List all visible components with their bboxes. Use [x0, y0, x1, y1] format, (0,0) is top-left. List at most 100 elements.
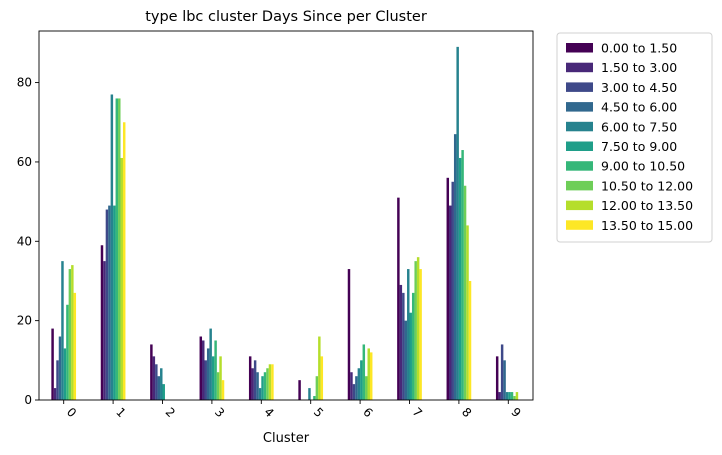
- plot-frame: [38, 30, 534, 401]
- bar-cluster-7-series-5: [409, 312, 412, 400]
- bar-cluster-2-series-4: [160, 368, 163, 400]
- bar-cluster-2-series-0: [150, 344, 153, 400]
- bar-cluster-8-series-7: [463, 185, 467, 400]
- bars: [51, 46, 519, 401]
- legend-swatch: [566, 200, 593, 211]
- bar-cluster-4-series-7: [266, 368, 269, 400]
- bar-cluster-7-series-1: [399, 284, 403, 400]
- bar-cluster-3-series-7: [216, 372, 220, 400]
- bar-cluster-4-series-0: [248, 356, 252, 400]
- x-tick-label: 6: [360, 405, 375, 420]
- bar-cluster-1-series-1: [103, 261, 106, 400]
- bar-cluster-6-series-5: [360, 360, 363, 400]
- bar-cluster-7-series-3: [404, 320, 408, 400]
- bar-cluster-9-series-4: [505, 392, 509, 400]
- chart-title: type lbc cluster Days Since per Cluster: [145, 9, 427, 25]
- bar-cluster-1-series-9: [122, 122, 126, 401]
- bar-cluster-8-series-0: [446, 177, 450, 400]
- legend-swatch: [566, 102, 593, 112]
- x-tick-label: 7: [410, 405, 425, 420]
- x-tick-label: 1: [113, 405, 128, 420]
- bar-cluster-2-series-2: [155, 364, 158, 400]
- bar-cluster-7-series-4: [407, 269, 410, 400]
- bar-cluster-4-series-1: [251, 368, 254, 400]
- bar-cluster-6-series-9: [369, 352, 373, 400]
- bar-cluster-7-series-7: [414, 261, 417, 400]
- bar-cluster-6-series-8: [367, 348, 370, 400]
- bar-cluster-6-series-7: [365, 376, 368, 400]
- bar-cluster-0-series-6: [66, 304, 69, 400]
- bar-cluster-8-series-3: [453, 134, 457, 400]
- bar-cluster-1-series-3: [108, 205, 111, 400]
- bar-cluster-7-series-0: [397, 197, 400, 400]
- bar-cluster-8-series-2: [451, 181, 454, 400]
- bar-cluster-1-series-0: [100, 245, 104, 400]
- bar-cluster-8-series-5: [458, 157, 462, 400]
- bar-cluster-3-series-2: [204, 360, 207, 400]
- x-tick-label: 4: [261, 405, 276, 420]
- bar-cluster-5-series-0: [298, 380, 301, 400]
- x-tick-label: 8: [459, 405, 474, 420]
- bar-cluster-9-series-2: [500, 344, 504, 400]
- legend-swatch: [566, 141, 593, 151]
- bar-cluster-4-series-2: [253, 360, 257, 400]
- y-tick-label: 20: [17, 314, 32, 328]
- legend-label: 10.50 to 12.00: [601, 178, 693, 193]
- bar-cluster-9-series-3: [503, 360, 506, 400]
- legend-label: 7.50 to 9.00: [601, 139, 677, 154]
- x-tick-label: 9: [508, 405, 523, 420]
- y-tick-label: 40: [17, 234, 32, 248]
- bar-cluster-6-series-0: [347, 269, 351, 400]
- legend-swatch: [566, 161, 593, 171]
- bar-cluster-8-series-6: [461, 150, 464, 400]
- bar-cluster-1-series-8: [120, 157, 123, 400]
- bar-cluster-5-series-9: [320, 356, 324, 400]
- bar-cluster-7-series-6: [411, 292, 415, 400]
- x-tick-label: 3: [212, 405, 227, 420]
- bar-cluster-7-series-2: [402, 292, 405, 400]
- bar-cluster-8-series-1: [449, 205, 452, 400]
- bar-cluster-9-series-1: [498, 392, 501, 400]
- bar-cluster-6-series-1: [350, 372, 353, 400]
- bar-cluster-0-series-7: [68, 269, 72, 400]
- bar-cluster-2-series-5: [162, 384, 165, 400]
- legend-frame: [556, 32, 713, 243]
- bar-cluster-1-series-4: [110, 94, 114, 400]
- bar-cluster-0-series-3: [58, 336, 62, 400]
- bar-cluster-0-series-9: [73, 292, 77, 400]
- bar-cluster-3-series-5: [211, 356, 215, 400]
- bar-cluster-5-series-7: [315, 376, 319, 400]
- bar-cluster-6-series-4: [357, 368, 361, 400]
- y-tick-label: 60: [17, 155, 32, 169]
- bar-cluster-8-series-8: [466, 225, 469, 400]
- bar-cluster-0-series-4: [61, 261, 64, 400]
- bar-cluster-8-series-4: [456, 46, 459, 400]
- legend-label: 12.00 to 13.50: [601, 198, 693, 213]
- legend-label: 13.50 to 15.00: [601, 218, 693, 233]
- bar-cluster-7-series-8: [416, 257, 420, 400]
- bar-cluster-4-series-3: [256, 372, 259, 400]
- legend-swatch: [566, 82, 593, 92]
- bar-cluster-0-series-2: [56, 360, 59, 400]
- legend-label: 1.50 to 3.00: [601, 60, 677, 75]
- bar-cluster-2-series-3: [157, 376, 161, 400]
- bar-cluster-9-series-7: [513, 396, 516, 400]
- bar-cluster-6-series-6: [362, 344, 366, 400]
- bar-cluster-1-series-5: [113, 205, 116, 400]
- x-axis: 0 1 2 3 4 5 6 7 8 9: [63, 400, 524, 420]
- bar-cluster-9-series-0: [495, 356, 499, 400]
- y-axis: 0 20 40 60 80: [17, 76, 39, 407]
- bar-cluster-4-series-6: [263, 372, 267, 400]
- bar-cluster-1-series-6: [115, 98, 119, 401]
- x-axis-label: Cluster: [263, 431, 310, 446]
- bar-cluster-3-series-1: [202, 340, 205, 400]
- legend-label: 0.00 to 1.50: [601, 41, 677, 56]
- bar-cluster-3-series-9: [221, 380, 225, 400]
- bar-cluster-1-series-2: [105, 209, 109, 400]
- bar-cluster-8-series-9: [468, 280, 472, 400]
- legend-swatch: [566, 180, 593, 191]
- x-tick-label: 0: [64, 405, 79, 420]
- bar-cluster-0-series-5: [63, 348, 67, 400]
- bar-cluster-4-series-5: [261, 376, 264, 400]
